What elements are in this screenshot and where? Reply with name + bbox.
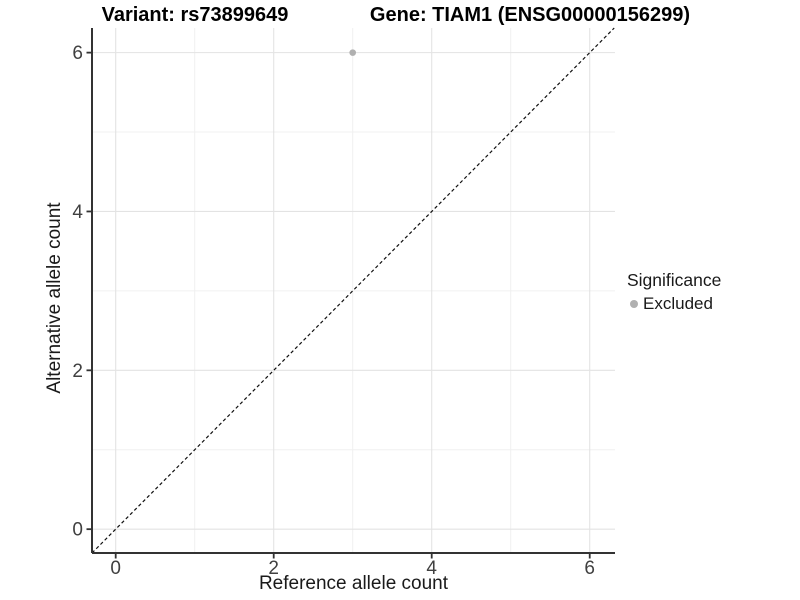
x-tick-label: 0 [110,558,121,579]
legend-item-label: Excluded [643,294,713,313]
x-tick-label: 2 [268,558,279,579]
y-tick-label: 0 [72,520,83,541]
legend-item-excluded: Excluded [630,293,721,314]
y-tick-label: 6 [72,43,83,64]
y-tick-label: 4 [72,202,83,223]
excluded-point-icon [630,299,638,308]
x-axis-title: Reference allele count [258,573,449,594]
plot-panel: 0 2 4 6 0 2 4 6 [72,27,615,579]
y-axis-title: Alternative allele count [44,202,65,394]
legend-title: Significance [627,270,722,290]
x-tick-label: 6 [584,558,595,579]
y-tick-label: 2 [72,361,83,382]
data-point [349,49,357,56]
gene-title: Gene: TIAM1 (ENSG00000156299) [369,4,691,26]
x-tick-label: 4 [426,558,437,579]
variant-title: Variant: rs73899649 [101,4,289,26]
legend: Significance Excluded [627,270,721,314]
